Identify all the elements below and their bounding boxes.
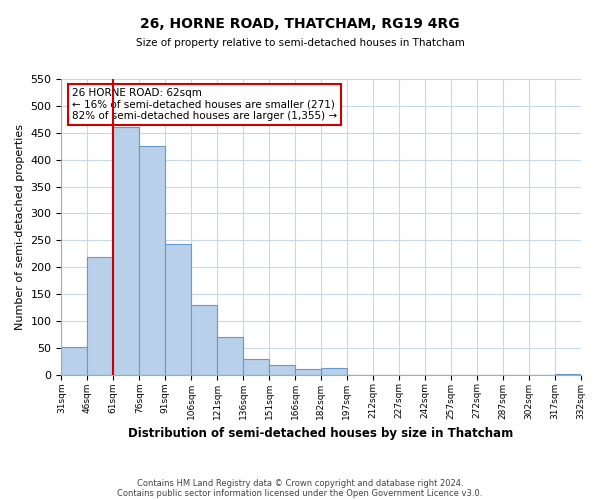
- Text: 26, HORNE ROAD, THATCHAM, RG19 4RG: 26, HORNE ROAD, THATCHAM, RG19 4RG: [140, 18, 460, 32]
- Bar: [321, 368, 347, 374]
- Bar: [191, 305, 217, 374]
- Bar: [165, 244, 191, 374]
- X-axis label: Distribution of semi-detached houses by size in Thatcham: Distribution of semi-detached houses by …: [128, 427, 514, 440]
- Bar: [61, 346, 88, 374]
- Bar: [217, 337, 243, 374]
- Text: Contains public sector information licensed under the Open Government Licence v3: Contains public sector information licen…: [118, 488, 482, 498]
- Bar: [295, 370, 321, 374]
- Bar: [269, 365, 295, 374]
- Text: Contains HM Land Registry data © Crown copyright and database right 2024.: Contains HM Land Registry data © Crown c…: [137, 478, 463, 488]
- Text: 26 HORNE ROAD: 62sqm
← 16% of semi-detached houses are smaller (271)
82% of semi: 26 HORNE ROAD: 62sqm ← 16% of semi-detac…: [72, 88, 337, 121]
- Bar: [243, 358, 269, 374]
- Y-axis label: Number of semi-detached properties: Number of semi-detached properties: [15, 124, 25, 330]
- Text: Size of property relative to semi-detached houses in Thatcham: Size of property relative to semi-detach…: [136, 38, 464, 48]
- Bar: [88, 258, 113, 374]
- Bar: [113, 128, 139, 374]
- Bar: [139, 146, 165, 374]
